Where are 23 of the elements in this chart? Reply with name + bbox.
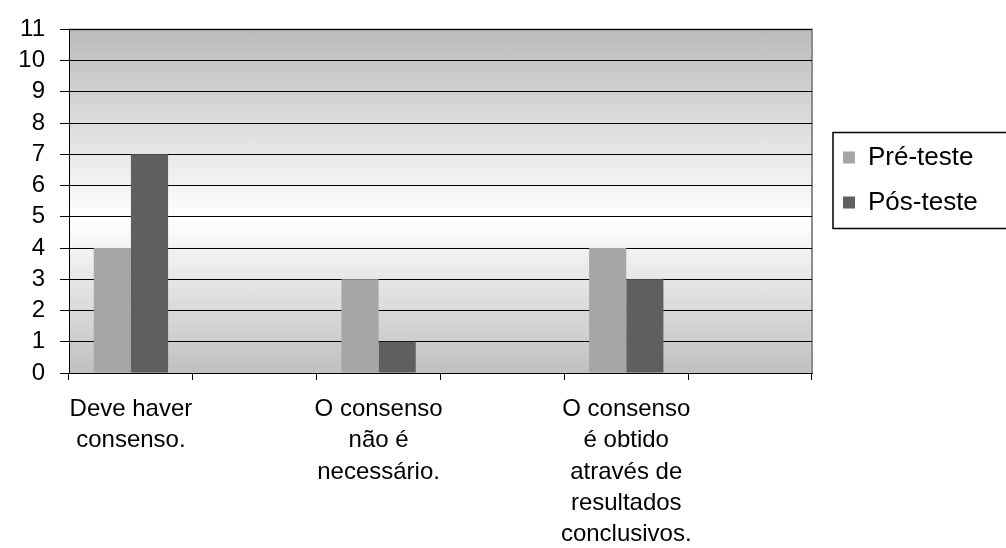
y-tick-label: 10 <box>18 45 45 73</box>
bar <box>378 341 416 373</box>
y-tick-label: 8 <box>31 107 45 135</box>
y-tick-label: 4 <box>31 232 45 260</box>
x-tick-label: Deve haver consenso. <box>69 394 193 453</box>
x-tick-label: O consenso não é necessário. <box>314 394 443 484</box>
bar <box>130 154 169 373</box>
bar <box>341 279 379 373</box>
bar <box>93 248 131 373</box>
legend-label: Pós-teste <box>868 185 978 216</box>
y-tick-label: 7 <box>31 138 45 166</box>
y-tick-label: 3 <box>31 263 45 291</box>
bar <box>589 248 627 373</box>
legend-label: Pré-teste <box>868 140 974 171</box>
y-tick-label: 5 <box>31 201 45 229</box>
x-tick-label: O consenso é obtido através de resultados conclusivos. <box>560 394 692 547</box>
y-tick-label: 0 <box>31 357 45 385</box>
y-tick-label: 6 <box>31 170 45 198</box>
y-tick-label: 9 <box>31 76 45 104</box>
y-tick-label: 11 <box>20 14 45 42</box>
bar <box>626 279 664 373</box>
y-tick-label: 1 <box>31 326 45 354</box>
y-tick-label: 2 <box>31 295 45 323</box>
